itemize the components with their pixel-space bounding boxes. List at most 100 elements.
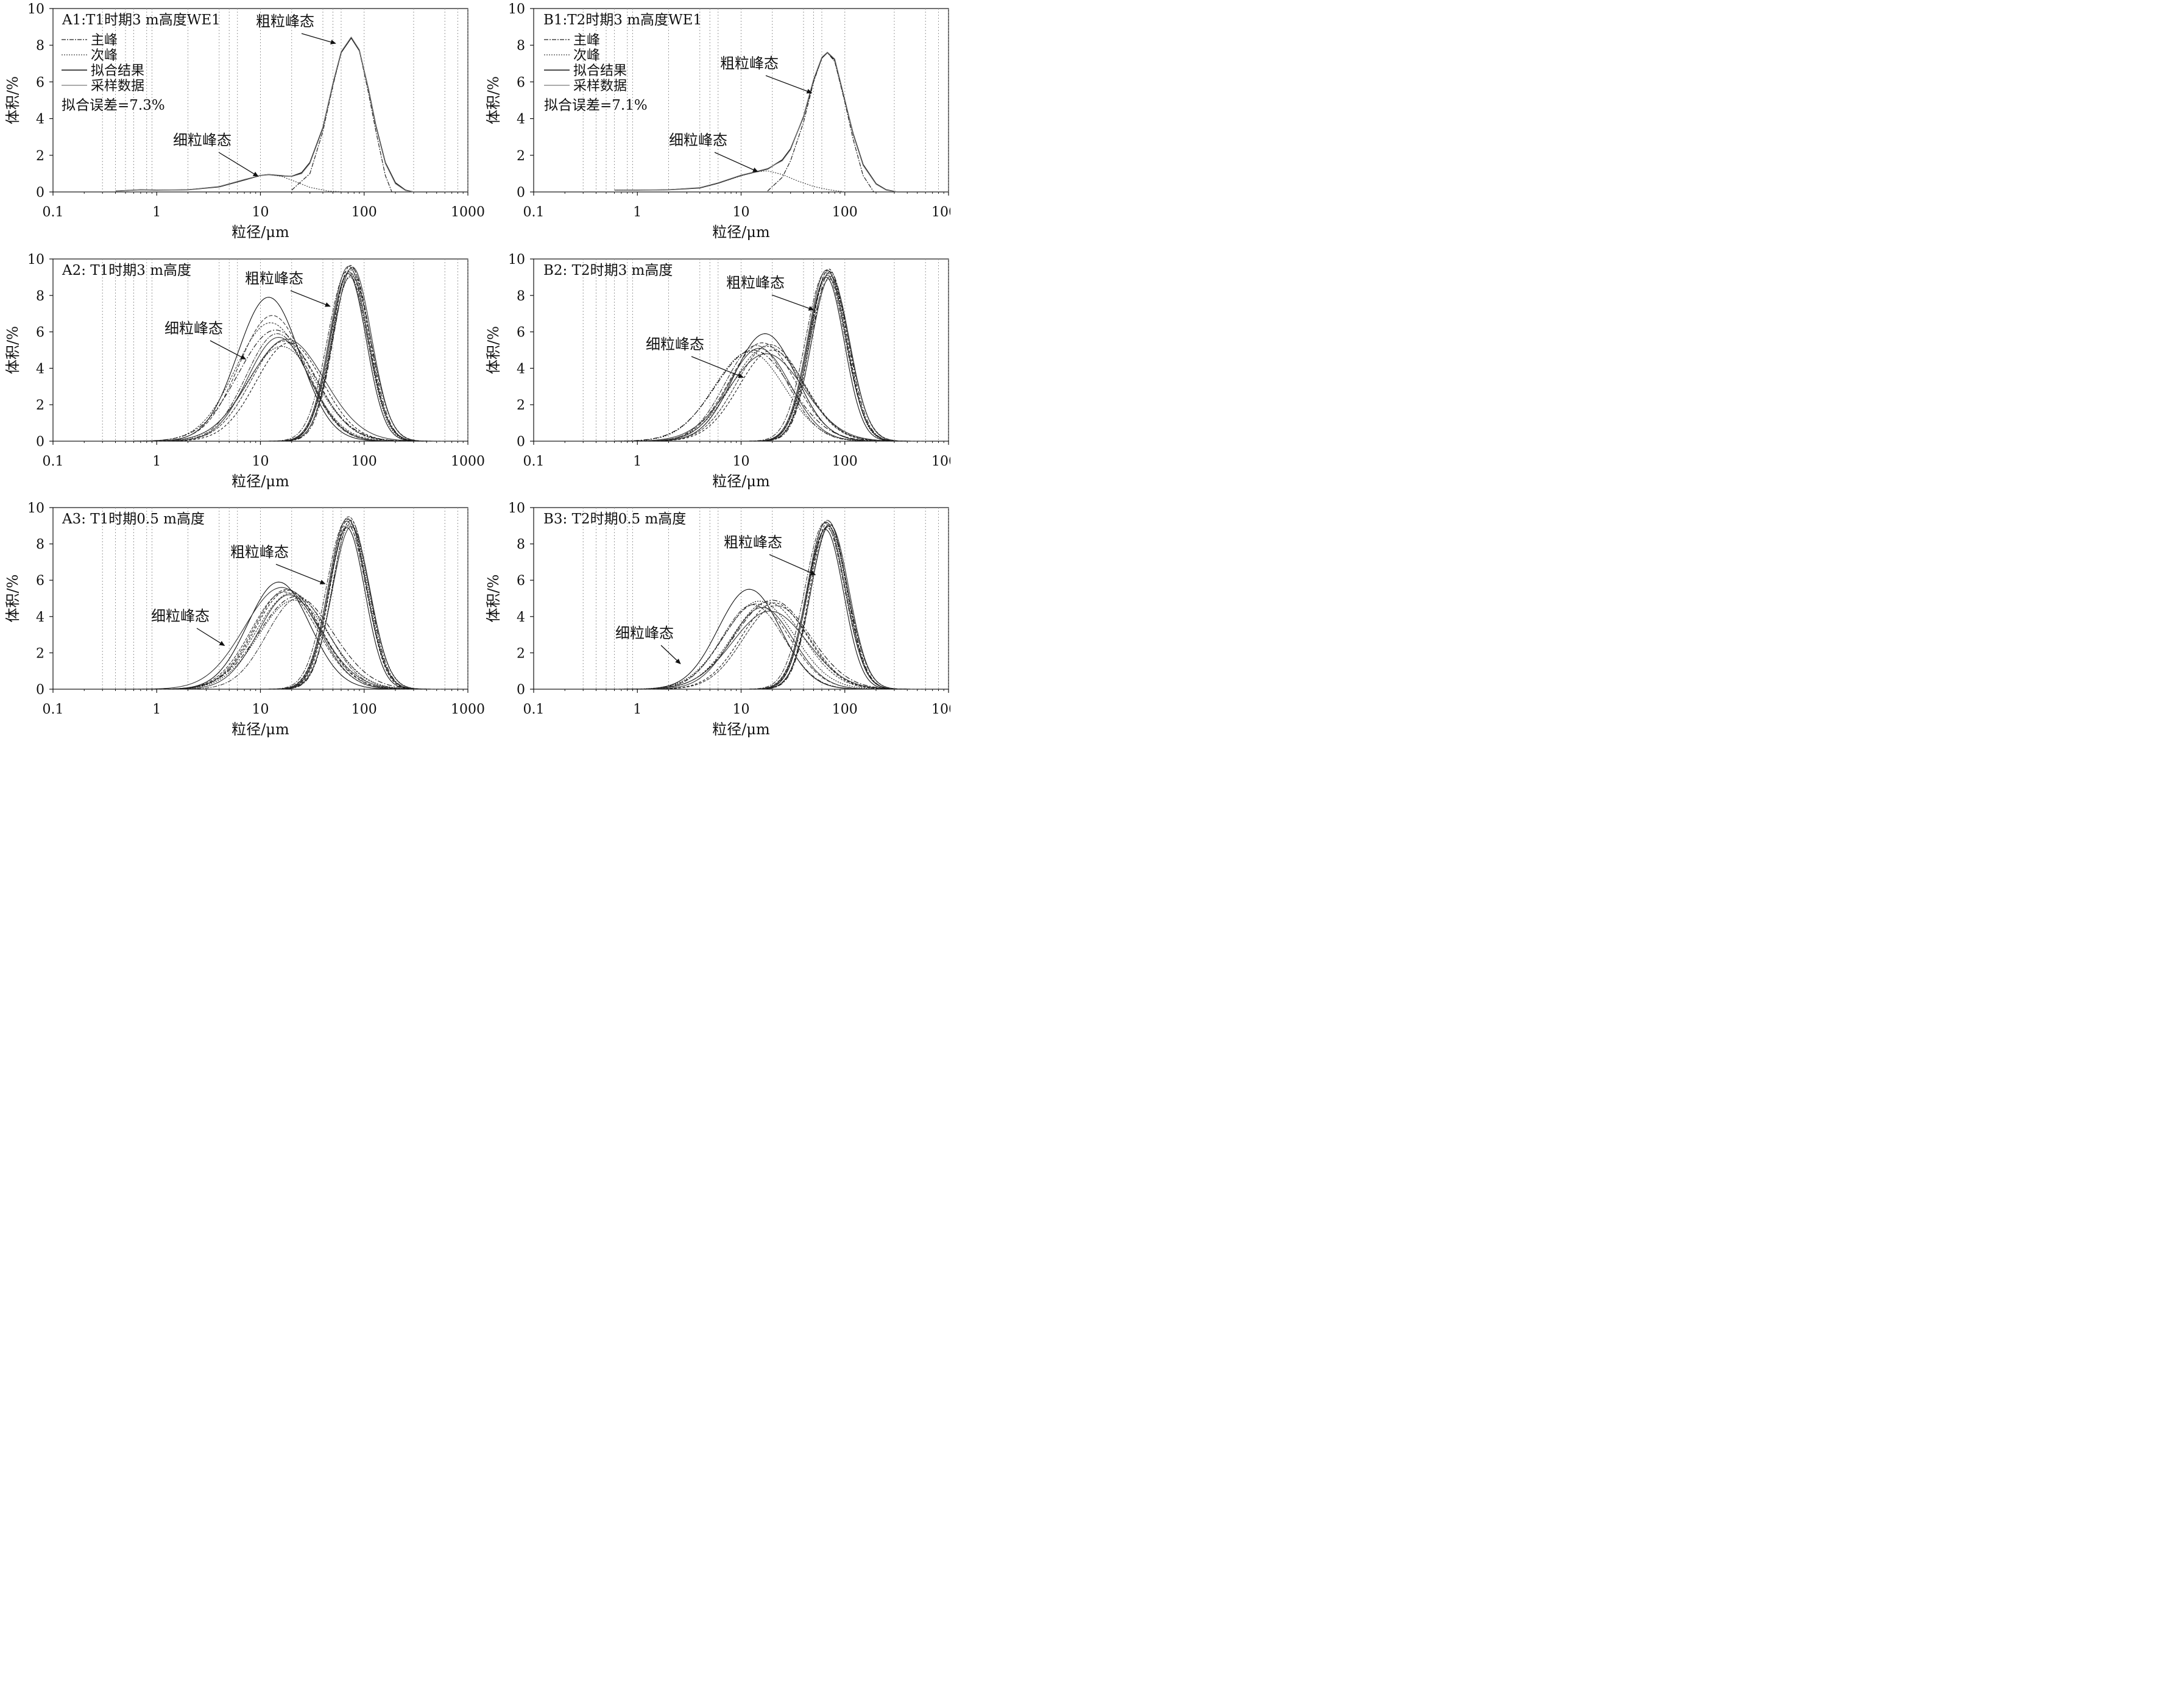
size-distribution-curve <box>614 604 908 690</box>
fit-error-label: 拟合误差=7.1% <box>544 97 648 113</box>
legend-label: 采样数据 <box>573 79 627 94</box>
panel-title: B3: T2时期0.5 m高度 <box>543 511 686 527</box>
size-distribution-curve <box>133 333 427 442</box>
annotation-coarse-mode: 粗粒峰态 <box>230 544 289 561</box>
y-tick-label: 6 <box>517 75 525 90</box>
size-distribution-curve <box>133 330 427 442</box>
annotation-fine-mode: 细粒峰态 <box>615 625 674 642</box>
x-tick-label: 10 <box>252 702 269 717</box>
y-tick-label: 4 <box>517 610 525 625</box>
y-tick-label: 0 <box>36 434 44 450</box>
annotation-coarse-mode: 粗粒峰态 <box>724 534 782 551</box>
panel-title: B2: T2时期3 m高度 <box>543 263 673 278</box>
y-tick-label: 2 <box>517 646 525 661</box>
curves <box>614 268 926 442</box>
y-tick-label: 8 <box>517 38 525 54</box>
y-axis-label: 体积/% <box>485 326 502 374</box>
y-tick-label: 0 <box>517 434 525 450</box>
y-tick-label: 8 <box>36 537 44 553</box>
y-tick-label: 6 <box>36 573 44 589</box>
annotation-arrow <box>275 564 326 584</box>
y-axis-label: 体积/% <box>4 326 21 374</box>
size-distribution-curve <box>133 589 427 690</box>
x-axis-label: 粒径/μm <box>712 473 770 490</box>
x-tick-label: 10 <box>252 454 269 469</box>
y-tick-label: 8 <box>36 38 44 54</box>
y-tick-label: 0 <box>36 185 44 200</box>
legend-label: 次峰 <box>91 48 118 63</box>
y-tick-label: 4 <box>36 361 44 377</box>
panel-a1: 0.1 1 10 100 1000 0 2 4 6 8 10 粒径/μm 体积/% A1:T1时期3 m高… <box>4 2 485 241</box>
size-distribution-curve <box>614 353 908 442</box>
x-tick-label: 1000 <box>931 454 950 469</box>
y-tick-label: 6 <box>36 75 44 90</box>
y-tick-label: 6 <box>517 573 525 589</box>
curves <box>614 520 926 690</box>
x-axis-label: 粒径/μm <box>712 224 770 241</box>
size-distribution-curve <box>133 341 427 442</box>
size-distribution-curve <box>269 268 445 442</box>
x-tick-label: 100 <box>832 454 858 469</box>
x-tick-label: 1 <box>152 205 161 220</box>
size-distribution-curve <box>133 342 427 442</box>
size-distribution-curve <box>269 516 445 690</box>
size-distribution-curve <box>269 266 445 442</box>
y-tick-label: 0 <box>36 682 44 698</box>
x-tick-label: 0.1 <box>523 454 545 469</box>
x-tick-label: 0.1 <box>523 205 545 220</box>
x-tick-label: 100 <box>832 702 858 717</box>
y-tick-label: 10 <box>508 501 525 516</box>
size-distribution-curve <box>268 275 445 442</box>
y-tick-label: 4 <box>36 112 44 127</box>
y-tick-label: 10 <box>27 252 44 268</box>
x-tick-label: 100 <box>832 205 858 220</box>
legend-label: 拟合结果 <box>91 63 144 79</box>
x-tick-label: 1 <box>152 454 161 469</box>
y-axis-label: 体积/% <box>485 76 502 124</box>
x-tick-label: 1000 <box>931 702 950 717</box>
legend-label: 次峰 <box>573 48 600 63</box>
size-distribution-curve <box>614 347 908 442</box>
series-curve <box>115 37 414 193</box>
size-distribution-curve <box>614 602 908 690</box>
size-distribution-curve <box>614 346 908 442</box>
panel-title: A2: T1时期3 m高度 <box>62 263 191 278</box>
legend-label: 采样数据 <box>91 79 144 94</box>
size-distribution-curve <box>614 611 908 690</box>
y-tick-label: 2 <box>517 398 525 413</box>
curves <box>133 516 445 690</box>
size-distribution-curve <box>614 351 908 442</box>
x-tick-label: 10 <box>252 205 269 220</box>
y-tick-label: 6 <box>36 325 44 341</box>
y-tick-label: 4 <box>36 610 44 625</box>
y-tick-label: 4 <box>517 112 525 127</box>
size-distribution-curve <box>269 273 445 442</box>
x-tick-label: 1000 <box>451 702 485 717</box>
annotation-arrow <box>691 356 744 378</box>
size-distribution-curve <box>133 339 427 442</box>
size-distribution-curve <box>268 520 445 690</box>
y-tick-label: 2 <box>36 646 44 661</box>
annotation-coarse-mode: 粗粒峰态 <box>720 55 779 72</box>
y-tick-label: 4 <box>517 361 525 377</box>
x-tick-label: 0.1 <box>43 205 64 220</box>
size-distribution-curve <box>614 345 908 442</box>
y-tick-label: 0 <box>517 682 525 698</box>
y-tick-label: 6 <box>517 325 525 341</box>
size-distribution-curve <box>614 603 908 690</box>
x-tick-label: 1 <box>633 702 641 717</box>
size-distribution-curve <box>269 265 445 442</box>
annotation-coarse-mode: 粗粒峰态 <box>245 270 303 287</box>
size-distribution-curve <box>133 337 427 442</box>
annotation-arrow <box>769 554 816 575</box>
x-tick-label: 100 <box>352 454 377 469</box>
y-axis-label: 体积/% <box>485 575 502 623</box>
annotation-arrow <box>765 75 813 94</box>
size-distribution-curve <box>749 273 926 442</box>
size-distribution-curve <box>269 520 445 690</box>
series-curve <box>614 51 897 193</box>
panel-title: B1:T2时期3 m高度WE1 <box>543 12 702 28</box>
panel-a3: 0.1 1 10 100 1000 0 2 4 6 8 10 粒径/μm 体积/% A3: T1时期0.5… <box>4 501 485 738</box>
size-distribution-curve <box>614 601 908 690</box>
